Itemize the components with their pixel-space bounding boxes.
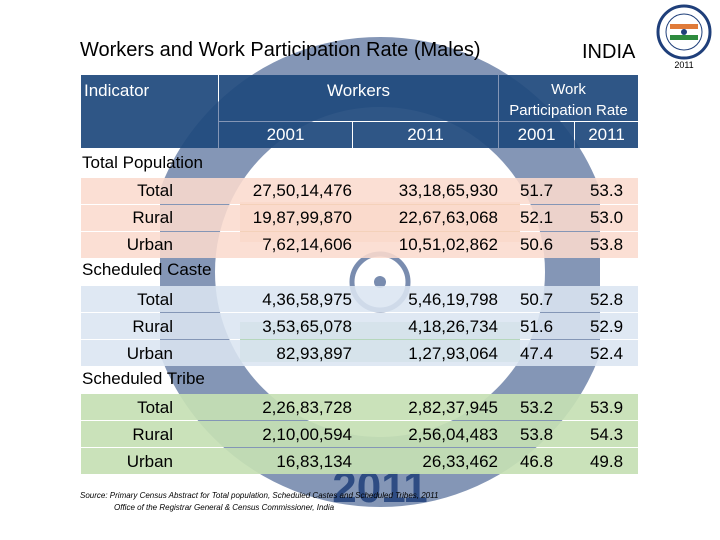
- country-label: INDIA: [582, 41, 636, 63]
- wpr-2001: 52.1: [519, 208, 554, 227]
- header-year-workers-2011: 2011: [407, 125, 444, 144]
- page-title: Workers and Work Participation Rate (Mal…: [80, 39, 481, 61]
- workers-2011: 33,18,65,930: [398, 181, 498, 200]
- table-row: [81, 394, 638, 420]
- header-year-wpr-2011: 2011: [588, 125, 625, 144]
- table-row: [81, 421, 638, 447]
- table-row: [81, 313, 638, 339]
- wpr-2001: 53.8: [519, 425, 554, 444]
- census-logo-icon: 2011: [656, 4, 712, 70]
- wpr-2011: 53.8: [589, 235, 624, 254]
- row-label: Rural: [132, 208, 173, 227]
- workers-2011: 2,56,04,483: [408, 425, 498, 444]
- header-indicator: Indicator: [84, 81, 150, 100]
- table-header-wpr-2001-cell: [499, 122, 574, 148]
- row-label: Urban: [126, 344, 173, 363]
- workers-2011: 22,67,63,068: [398, 208, 498, 227]
- workers-2011: 26,33,462: [422, 452, 498, 471]
- workers-2001: 2,26,83,728: [262, 398, 352, 417]
- workers-2011: 1,27,93,064: [408, 344, 498, 363]
- workers-2001: 3,53,65,078: [262, 317, 352, 336]
- source-line-1: Source: Primary Census Abstract for Tota…: [80, 491, 439, 500]
- row-label: Total: [137, 181, 173, 200]
- workers-2001: 2,10,00,594: [262, 425, 352, 444]
- row-label: Rural: [132, 425, 173, 444]
- table-header-wpr-2011-cell: [575, 122, 638, 148]
- wpr-2011: 53.9: [589, 398, 624, 417]
- table-row: [81, 205, 638, 231]
- row-label: Urban: [126, 235, 173, 254]
- source-line-2: Office of the Registrar General & Census…: [114, 503, 335, 512]
- header-wpr-line1: Work: [551, 81, 586, 98]
- source-note: Source: Primary Census Abstract for Tota…: [80, 490, 500, 514]
- wpr-2001: 47.4: [519, 344, 554, 363]
- wpr-2011: 54.3: [589, 425, 624, 444]
- workers-2011: 10,51,02,862: [398, 235, 498, 254]
- row-label: Urban: [126, 452, 173, 471]
- header-year-wpr-2001: 2001: [517, 125, 556, 144]
- workers-2001: 16,83,134: [276, 452, 352, 471]
- wpr-2001: 50.6: [519, 235, 554, 254]
- row-label: Rural: [132, 317, 173, 336]
- svg-text:2011: 2011: [674, 60, 693, 70]
- wpr-2011: 53.3: [589, 181, 624, 200]
- wpr-2011: 49.8: [589, 452, 624, 471]
- table-header-workers-cell: [219, 75, 498, 121]
- table-header-indicator-cell: [81, 75, 218, 148]
- workers-2001: 82,93,897: [276, 344, 352, 363]
- header-workers: Workers: [327, 81, 390, 100]
- header-year-workers-2001: 2001: [266, 125, 305, 144]
- wpr-2011: 52.9: [589, 317, 624, 336]
- workers-2011: 2,82,37,945: [408, 398, 498, 417]
- row-label: Total: [137, 398, 173, 417]
- wpr-2011: 52.4: [589, 344, 624, 363]
- table-header-workers-2011-cell: [353, 122, 498, 148]
- workers-2001: 27,50,14,476: [252, 181, 352, 200]
- table-row: [81, 232, 638, 258]
- table-row: [81, 340, 638, 366]
- table-header-wpr-cell: [499, 75, 638, 121]
- header-wpr-line2: Participation Rate: [509, 102, 628, 119]
- workers-2011: 4,18,26,734: [408, 317, 498, 336]
- table-row: [81, 286, 638, 312]
- workers-2001: 4,36,58,975: [262, 290, 352, 309]
- wpr-2011: 53.0: [589, 208, 624, 227]
- row-label: Total: [137, 290, 173, 309]
- workers-2001: 7,62,14,606: [262, 235, 352, 254]
- workers-2011: 5,46,19,798: [408, 290, 498, 309]
- section-heading: Scheduled Tribe: [82, 369, 205, 388]
- table-row: [81, 448, 638, 474]
- wpr-2001: 46.8: [519, 452, 554, 471]
- section-heading: Total Population: [82, 153, 203, 172]
- wpr-2001: 51.6: [519, 317, 554, 336]
- wpr-2001: 50.7: [519, 290, 554, 309]
- workers-2001: 19,87,99,870: [252, 208, 352, 227]
- table-header-workers-2001-cell: [219, 122, 352, 148]
- wpr-2001: 53.2: [519, 398, 554, 417]
- table-row: [81, 178, 638, 204]
- wpr-2011: 52.8: [589, 290, 624, 309]
- section-heading: Scheduled Caste: [82, 260, 212, 279]
- wpr-2001: 51.7: [519, 181, 554, 200]
